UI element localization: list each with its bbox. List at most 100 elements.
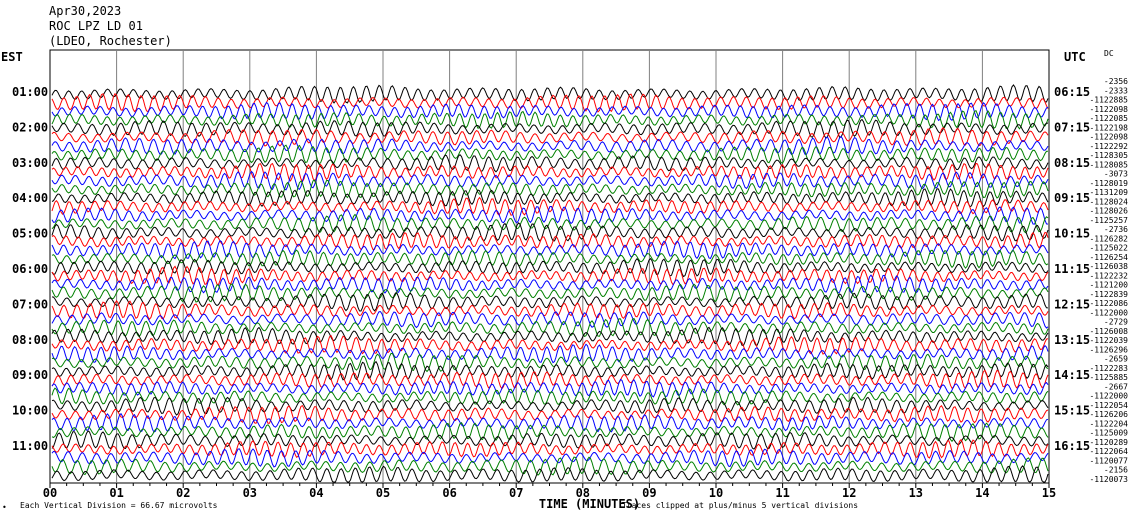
utc-hour-label: 13:15 bbox=[1054, 333, 1090, 347]
seismic-trace bbox=[51, 231, 1049, 251]
utc-hour-label: 11:15 bbox=[1054, 262, 1090, 276]
clip-note: Traces clipped at plus/minus 5 vertical … bbox=[622, 501, 859, 510]
est-hour-label: 01:00 bbox=[12, 85, 48, 99]
dc-offset-label: -1126296 bbox=[1089, 345, 1128, 354]
dc-offset-label: -1121200 bbox=[1089, 281, 1128, 290]
dc-offset-label: -1122232 bbox=[1089, 271, 1128, 280]
est-hour-label: 10:00 bbox=[12, 404, 48, 418]
x-tick-label: 04 bbox=[309, 486, 323, 500]
seismic-trace bbox=[51, 213, 1049, 234]
chart-network: (LDEO, Rochester) bbox=[49, 34, 172, 48]
seismic-trace bbox=[51, 396, 1049, 416]
dc-offset-label: -1120077 bbox=[1089, 456, 1128, 465]
seismic-trace bbox=[51, 283, 1049, 303]
dc-offset-label: -1126206 bbox=[1089, 410, 1128, 419]
utc-hour-label: 10:15 bbox=[1054, 227, 1090, 241]
seismic-trace bbox=[51, 84, 1049, 104]
x-tick-label: 07 bbox=[509, 486, 523, 500]
seismic-trace bbox=[51, 292, 1049, 312]
x-tick-label: 01 bbox=[109, 486, 123, 500]
seismic-trace bbox=[51, 438, 1049, 459]
seismic-trace bbox=[51, 465, 1049, 483]
seismic-trace bbox=[51, 249, 1049, 269]
seismic-trace bbox=[51, 369, 1049, 390]
x-axis-label: TIME (MINUTES) bbox=[539, 497, 640, 511]
dc-offset-label: -1122086 bbox=[1089, 299, 1128, 308]
utc-hour-label: 07:15 bbox=[1054, 120, 1090, 134]
x-tick-label: 09 bbox=[642, 486, 656, 500]
est-hour-label: 07:00 bbox=[12, 297, 48, 311]
utc-hour-label: 12:15 bbox=[1054, 297, 1090, 311]
dc-offset-label: -1122204 bbox=[1089, 419, 1128, 428]
seismic-trace bbox=[51, 118, 1049, 139]
dc-offset-label: -1120289 bbox=[1089, 438, 1128, 447]
est-hour-label: 11:00 bbox=[12, 439, 48, 453]
dc-offset-label: -2356 bbox=[1104, 77, 1128, 86]
x-tick-label: 15 bbox=[1042, 486, 1056, 500]
footer-mark: • bbox=[2, 503, 7, 512]
x-tick-label: 05 bbox=[376, 486, 390, 500]
seismic-trace bbox=[51, 179, 1049, 199]
x-tick-label: 12 bbox=[842, 486, 856, 500]
dc-offset-label: -2156 bbox=[1104, 466, 1128, 475]
est-hour-label: 02:00 bbox=[12, 120, 48, 134]
seismic-trace bbox=[51, 421, 1049, 443]
utc-hour-label: 14:15 bbox=[1054, 368, 1090, 382]
seismic-trace bbox=[51, 456, 1049, 476]
seismic-trace bbox=[51, 326, 1049, 347]
dc-offset-label: -1122292 bbox=[1089, 142, 1128, 151]
est-hour-label: 05:00 bbox=[12, 227, 48, 241]
dc-offset-label: -1122283 bbox=[1089, 364, 1128, 373]
dc-offset-label: -1128305 bbox=[1089, 151, 1128, 160]
dc-offset-label: -1126254 bbox=[1089, 253, 1128, 262]
chart-station: ROC LPZ LD 01 bbox=[49, 19, 143, 33]
dc-offset-label: -2667 bbox=[1104, 382, 1128, 391]
seismic-trace bbox=[51, 265, 1049, 286]
utc-hour-label: 15:15 bbox=[1054, 404, 1090, 418]
seismic-trace bbox=[51, 430, 1049, 450]
seismic-trace bbox=[51, 334, 1049, 355]
dc-offset-label: -1125009 bbox=[1089, 429, 1128, 438]
dc-offset-label: -2659 bbox=[1104, 355, 1128, 364]
seismic-trace bbox=[51, 448, 1049, 468]
dc-axis-title: DC bbox=[1104, 49, 1114, 58]
dc-offset-label: -2729 bbox=[1104, 318, 1128, 327]
est-axis-title: EST bbox=[1, 50, 23, 64]
utc-hour-label: 09:15 bbox=[1054, 191, 1090, 205]
seismic-trace bbox=[51, 387, 1049, 406]
dc-offset-label: -1126282 bbox=[1089, 234, 1128, 243]
seismic-trace bbox=[51, 222, 1049, 242]
utc-hour-label: 16:15 bbox=[1054, 439, 1090, 453]
x-tick-label: 00 bbox=[43, 486, 57, 500]
dc-offset-label: -1122039 bbox=[1089, 336, 1128, 345]
seismic-trace bbox=[51, 360, 1049, 381]
seismic-trace bbox=[51, 311, 1049, 329]
est-hour-label: 03:00 bbox=[12, 156, 48, 170]
dc-offset-label: -1125257 bbox=[1089, 216, 1128, 225]
seismic-trace bbox=[51, 170, 1049, 191]
seismic-trace bbox=[51, 188, 1049, 208]
dc-offset-label: -1122085 bbox=[1089, 114, 1128, 123]
utc-hour-label: 08:15 bbox=[1054, 156, 1090, 170]
dc-offset-label: -1122000 bbox=[1089, 392, 1128, 401]
seismic-trace bbox=[51, 110, 1049, 130]
seismic-trace bbox=[51, 93, 1049, 113]
x-tick-label: 03 bbox=[243, 486, 257, 500]
x-tick-label: 10 bbox=[709, 486, 723, 500]
dc-offset-label: -1126008 bbox=[1089, 327, 1128, 336]
seismic-trace bbox=[51, 162, 1049, 183]
dc-offset-label: -1122885 bbox=[1089, 96, 1128, 105]
dc-offset-label: -1122000 bbox=[1089, 308, 1128, 317]
dc-offset-label: -1128019 bbox=[1089, 179, 1128, 188]
utc-hour-label: 06:15 bbox=[1054, 85, 1090, 99]
dc-offset-label: -1131209 bbox=[1089, 188, 1128, 197]
x-tick-label: 02 bbox=[176, 486, 190, 500]
seismic-trace bbox=[51, 101, 1049, 122]
dc-offset-label: -1125022 bbox=[1089, 244, 1128, 253]
dc-offset-label: -1120073 bbox=[1089, 475, 1128, 484]
division-note: Each Vertical Division = 66.67 microvolt… bbox=[20, 501, 218, 510]
dc-offset-label: -1126038 bbox=[1089, 262, 1128, 271]
seismic-trace bbox=[51, 239, 1049, 260]
dc-offset-label: -1122064 bbox=[1089, 447, 1128, 456]
